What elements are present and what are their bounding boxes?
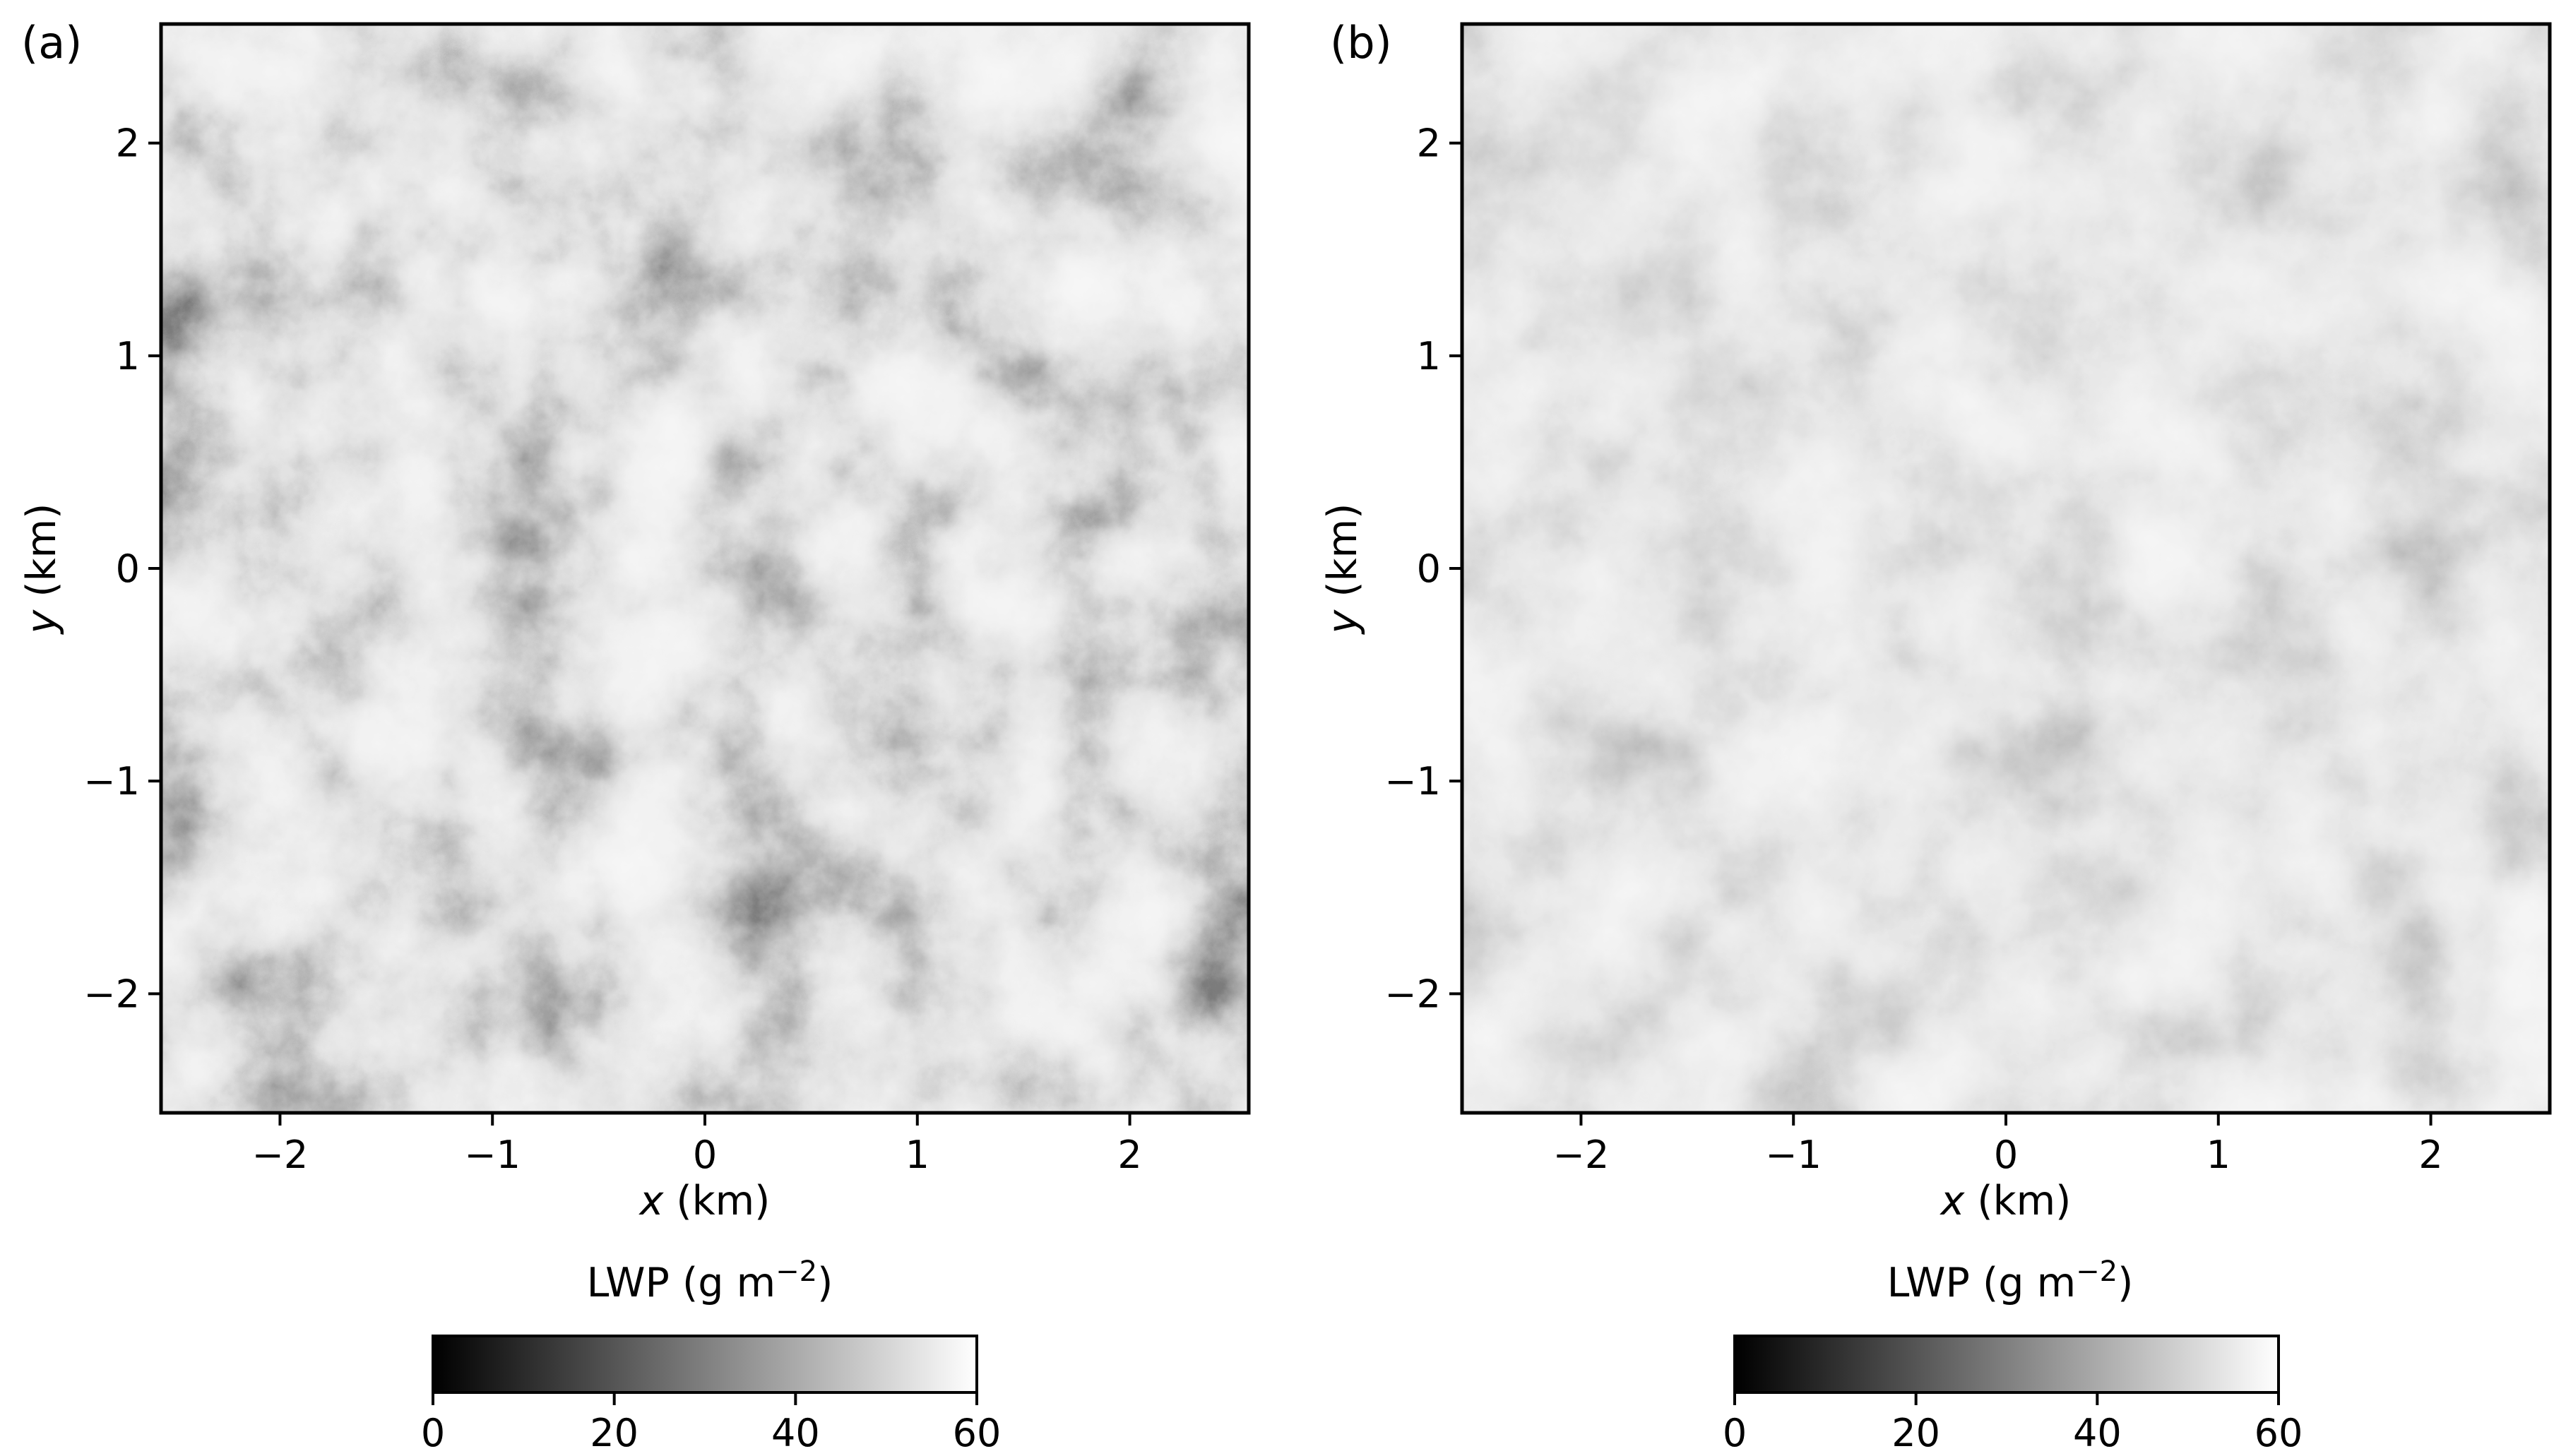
colorbar-label-b: LWP (g m−2) [1887, 1255, 2134, 1306]
y-tick-label: −2 [1384, 972, 1441, 1016]
colorbar-tick-label: 60 [2255, 1411, 2303, 1455]
x-axis-label-b: x (km) [1940, 1178, 2072, 1224]
colorbar-b [1733, 1335, 2280, 1394]
panel-b: (b) −2 −1 0 1 2 2 1 0 −1 −2 x (km) y (km) LWP (g… [1319, 17, 2552, 1455]
x-tick-label: 1 [905, 1133, 929, 1177]
y-ticks-a: 2 1 0 −1 −2 [83, 121, 161, 1016]
colorbar-tick-label: 40 [771, 1411, 820, 1455]
y-tick-label: 2 [1417, 121, 1441, 166]
heatmap-a [161, 24, 1249, 1113]
y-ticks-b: 2 1 0 −1 −2 [1384, 121, 1462, 1016]
colorbar-tick-label: 40 [2073, 1411, 2122, 1455]
x-tick-label: 1 [2206, 1133, 2231, 1177]
y-tick-label: −1 [83, 759, 140, 804]
y-tick-label: 0 [1417, 547, 1441, 591]
x-tick-label: −1 [1765, 1133, 1822, 1177]
x-tick-label: 2 [2418, 1133, 2442, 1177]
y-tick-label: −2 [83, 972, 140, 1016]
colorbar-tick-label: 20 [590, 1411, 638, 1455]
y-tick-label: 0 [116, 547, 140, 591]
y-tick-label: −1 [1384, 759, 1441, 804]
x-tick-label: −2 [1553, 1133, 1610, 1177]
colorbar-ticks-b: 0 20 40 60 [1723, 1392, 2303, 1455]
colorbar-tick-label: 20 [1891, 1411, 1940, 1455]
x-ticks-a: −2 −1 0 1 2 [252, 1113, 1142, 1177]
x-tick-label: 0 [693, 1133, 717, 1177]
colorbar-ticks-a: 0 20 40 60 [421, 1392, 1002, 1455]
y-axis-label-a: y (km) [18, 503, 65, 635]
y-tick-label: 1 [1417, 334, 1441, 378]
heatmap-b [1462, 24, 2550, 1113]
x-ticks-b: −2 −1 0 1 2 [1553, 1113, 2443, 1177]
panel-a: (a) −2 −1 0 1 2 2 1 0 −1 −2 x (km) y (km) LWP (g… [18, 17, 1251, 1455]
x-tick-label: −1 [464, 1133, 521, 1177]
panel-label-b: (b) [1330, 17, 1392, 68]
colorbar-a [432, 1335, 978, 1394]
panel-label-a: (a) [21, 17, 82, 68]
colorbar-tick-label: 0 [1723, 1411, 1747, 1455]
colorbar-label-a: LWP (g m−2) [587, 1255, 833, 1306]
y-axis-label-b: y (km) [1319, 503, 1366, 635]
x-tick-label: −2 [252, 1133, 309, 1177]
y-tick-label: 1 [116, 334, 140, 378]
colorbar-tick-label: 60 [953, 1411, 1002, 1455]
colorbar-tick-label: 0 [421, 1411, 445, 1455]
y-tick-label: 2 [116, 121, 140, 166]
x-tick-label: 0 [1994, 1133, 2018, 1177]
x-tick-label: 2 [1117, 1133, 1141, 1177]
x-axis-label-a: x (km) [638, 1178, 771, 1224]
